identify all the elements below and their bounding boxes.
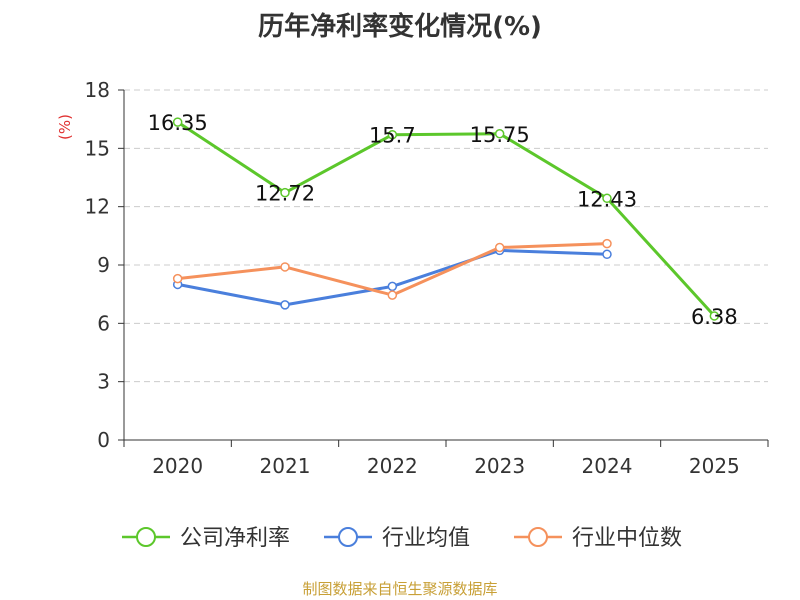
series-0-point[interactable]	[387, 129, 398, 140]
data-label: 12.43	[577, 187, 637, 211]
series-0-point[interactable]	[602, 193, 612, 204]
data-label: 15.7	[369, 124, 416, 148]
series-2-point[interactable]	[172, 273, 183, 284]
legend-item[interactable]: 行业均值	[324, 526, 470, 551]
series-0-point[interactable]	[280, 187, 290, 198]
series-0-point[interactable]	[494, 129, 505, 139]
data-label: 6.38	[691, 305, 738, 329]
series-2-point[interactable]	[387, 290, 398, 300]
footer-source: 制图数据来自恒生聚源数据库	[302, 580, 498, 598]
y-tick-label: 9	[97, 253, 110, 277]
series-2-point[interactable]	[280, 262, 290, 272]
data-labels: 16.35 12.72 15.7 15.75 12.43 6.38	[148, 111, 738, 329]
legend-item[interactable]: 公司净利率	[122, 526, 290, 551]
legend-label: 行业均值	[382, 526, 470, 551]
series-1-point[interactable]	[602, 249, 612, 260]
legend-marker	[338, 527, 358, 547]
x-tick-label: 2022	[367, 454, 418, 478]
series-2-point[interactable]	[602, 238, 612, 249]
series-lines	[172, 117, 720, 321]
y-tick-labels: 0 3 6 9 12 15 18	[85, 78, 124, 452]
legend-marker	[528, 527, 548, 547]
chart-title: 历年净利率变化情况(%)	[258, 12, 542, 42]
grid-lines	[124, 89, 768, 383]
legend[interactable]: 公司净利率 行业均值 行业中位数	[122, 526, 682, 551]
legend-label: 行业中位数	[572, 526, 682, 551]
x-tick-label: 2021	[260, 454, 311, 478]
x-tick-label: 2020	[152, 454, 203, 478]
data-label: 12.72	[255, 182, 315, 206]
series-2-point[interactable]	[494, 242, 505, 253]
series-0-line	[176, 120, 716, 317]
series-1-point[interactable]	[387, 281, 398, 292]
legend-item[interactable]: 行业中位数	[514, 526, 682, 551]
x-tick-label: 2025	[689, 454, 740, 478]
x-tick-labels: 2020 2021 2022 2023 2024 2025	[123, 440, 769, 478]
y-axis-label: (%)	[56, 114, 74, 140]
legend-marker	[136, 527, 156, 547]
y-tick-label: 6	[97, 311, 110, 335]
series-0-point[interactable]	[709, 311, 720, 321]
data-label: 16.35	[148, 111, 208, 135]
x-tick-label: 2023	[474, 454, 525, 478]
y-tick-label: 18	[85, 78, 110, 102]
data-label: 15.75	[470, 123, 530, 147]
series-1-point[interactable]	[280, 300, 290, 310]
series-0-point[interactable]	[172, 117, 183, 127]
y-tick-label: 15	[85, 136, 110, 160]
y-tick-label: 12	[85, 195, 110, 219]
y-tick-label: 0	[97, 428, 110, 452]
x-tick-label: 2024	[582, 454, 633, 478]
legend-label: 公司净利率	[180, 526, 290, 551]
y-tick-label: 3	[97, 370, 110, 394]
